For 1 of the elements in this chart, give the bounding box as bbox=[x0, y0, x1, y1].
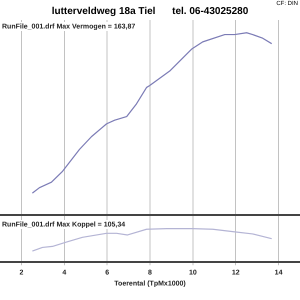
chart-title: lutterveldweg 18a Tiel tel. 06-43025280 bbox=[50, 6, 250, 17]
